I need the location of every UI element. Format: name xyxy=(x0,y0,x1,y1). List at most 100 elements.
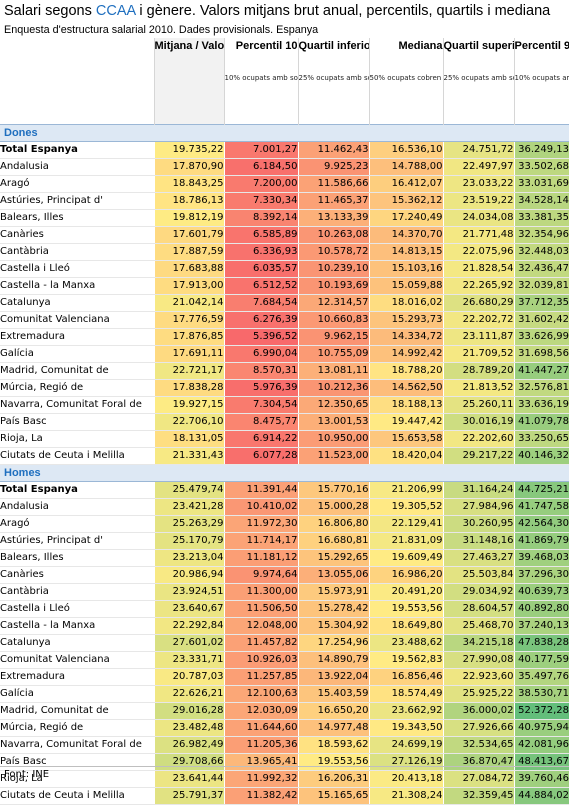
value-cell[interactable]: 15.973,91 xyxy=(297,583,369,601)
value-cell[interactable]: 18.788,20 xyxy=(368,362,443,380)
region-label[interactable]: Madrid, Comunitat de xyxy=(0,362,154,380)
value-cell[interactable]: 12.314,57 xyxy=(297,294,369,312)
value-cell[interactable]: 22.923,60 xyxy=(442,668,514,686)
value-cell[interactable]: 10.263,08 xyxy=(297,226,369,244)
value-cell[interactable]: 14.370,70 xyxy=(368,226,443,244)
value-cell[interactable]: 37.240,13 xyxy=(513,617,569,635)
region-label[interactable]: Cantàbria xyxy=(0,583,154,601)
value-cell[interactable]: 19.927,15 xyxy=(153,396,224,414)
value-cell[interactable]: 23.640,67 xyxy=(153,600,224,618)
value-cell[interactable]: 25.925,22 xyxy=(442,685,514,703)
value-cell[interactable]: 18.786,13 xyxy=(153,192,224,210)
value-cell[interactable]: 33.626,99 xyxy=(513,328,569,346)
region-label[interactable]: Canàries xyxy=(0,566,154,584)
value-cell[interactable]: 40.892,80 xyxy=(513,600,569,618)
value-cell[interactable]: 23.421,28 xyxy=(153,498,224,516)
value-cell[interactable]: 10.926,03 xyxy=(223,651,298,669)
value-cell[interactable]: 14.890,79 xyxy=(297,651,369,669)
value-cell[interactable]: 32.448,03 xyxy=(513,243,569,261)
value-cell[interactable]: 14.788,00 xyxy=(368,158,443,176)
value-cell[interactable]: 27.990,08 xyxy=(442,651,514,669)
value-cell[interactable]: 8.570,31 xyxy=(223,362,298,380)
value-cell[interactable]: 15.653,58 xyxy=(368,430,443,448)
region-label[interactable]: Aragó xyxy=(0,515,154,533)
value-cell[interactable]: 36.000,02 xyxy=(442,702,514,720)
region-label[interactable]: Cantàbria xyxy=(0,243,154,261)
value-cell[interactable]: 44.725,21 xyxy=(513,481,569,499)
value-cell[interactable]: 25.791,37 xyxy=(153,787,224,805)
value-cell[interactable]: 19.343,50 xyxy=(368,719,443,737)
region-label[interactable]: Comunitat Valenciana xyxy=(0,651,154,669)
value-cell[interactable]: 23.331,71 xyxy=(153,651,224,669)
value-cell[interactable]: 33.502,68 xyxy=(513,158,569,176)
value-cell[interactable]: 32.354,96 xyxy=(513,226,569,244)
value-cell[interactable]: 17.838,28 xyxy=(153,379,224,397)
value-cell[interactable]: 24.034,08 xyxy=(442,209,514,227)
value-cell[interactable]: 22.706,10 xyxy=(153,413,224,431)
value-cell[interactable]: 19.553,56 xyxy=(368,600,443,618)
value-cell[interactable]: 33.381,35 xyxy=(513,209,569,227)
value-cell[interactable]: 13.081,11 xyxy=(297,362,369,380)
value-cell[interactable]: 16.806,80 xyxy=(297,515,369,533)
value-cell[interactable]: 14.562,50 xyxy=(368,379,443,397)
value-cell[interactable]: 6.184,50 xyxy=(223,158,298,176)
value-cell[interactable]: 11.300,00 xyxy=(223,583,298,601)
value-cell[interactable]: 32.534,65 xyxy=(442,736,514,754)
value-cell[interactable]: 23.213,04 xyxy=(153,549,224,567)
value-cell[interactable]: 24.751,72 xyxy=(442,141,514,159)
value-cell[interactable]: 12.100,63 xyxy=(223,685,298,703)
value-cell[interactable]: 37.296,30 xyxy=(513,566,569,584)
region-label[interactable]: Catalunya xyxy=(0,294,154,312)
region-label[interactable]: Total Espanya xyxy=(0,141,154,159)
value-cell[interactable]: 17.254,96 xyxy=(297,634,369,652)
value-cell[interactable]: 9.962,15 xyxy=(297,328,369,346)
value-cell[interactable]: 21.828,54 xyxy=(442,260,514,278)
value-cell[interactable]: 35.497,76 xyxy=(513,668,569,686)
value-cell[interactable]: 29.217,22 xyxy=(442,447,514,465)
value-cell[interactable]: 29.034,92 xyxy=(442,583,514,601)
value-cell[interactable]: 33.250,65 xyxy=(513,430,569,448)
value-cell[interactable]: 11.644,60 xyxy=(223,719,298,737)
value-cell[interactable]: 47.838,28 xyxy=(513,634,569,652)
value-cell[interactable]: 16.680,81 xyxy=(297,532,369,550)
value-cell[interactable]: 16.536,10 xyxy=(368,141,443,159)
value-cell[interactable]: 36.249,13 xyxy=(513,141,569,159)
value-cell[interactable]: 27.984,96 xyxy=(442,498,514,516)
region-label[interactable]: Galícia xyxy=(0,685,154,703)
value-cell[interactable]: 6.077,28 xyxy=(223,447,298,465)
value-cell[interactable]: 15.165,65 xyxy=(297,787,369,805)
value-cell[interactable]: 23.482,48 xyxy=(153,719,224,737)
region-label[interactable]: Balears, Illes xyxy=(0,209,154,227)
value-cell[interactable]: 31.698,56 xyxy=(513,345,569,363)
value-cell[interactable]: 15.403,59 xyxy=(297,685,369,703)
value-cell[interactable]: 19.562,83 xyxy=(368,651,443,669)
value-cell[interactable]: 14.992,42 xyxy=(368,345,443,363)
header-quartil-inferior[interactable]: Quartil inferior xyxy=(297,38,369,72)
region-label[interactable]: Extremadura xyxy=(0,668,154,686)
value-cell[interactable]: 15.292,65 xyxy=(297,549,369,567)
value-cell[interactable]: 10.950,00 xyxy=(297,430,369,448)
header-quartil-superior[interactable]: Quartil superior xyxy=(442,38,514,72)
value-cell[interactable]: 21.331,43 xyxy=(153,447,224,465)
region-label[interactable]: Astúries, Principat d' xyxy=(0,532,154,550)
value-cell[interactable]: 23.111,87 xyxy=(442,328,514,346)
value-cell[interactable]: 10.660,83 xyxy=(297,311,369,329)
value-cell[interactable]: 24.699,19 xyxy=(368,736,443,754)
value-cell[interactable]: 25.263,29 xyxy=(153,515,224,533)
value-cell[interactable]: 10.755,09 xyxy=(297,345,369,363)
value-cell[interactable]: 25.260,11 xyxy=(442,396,514,414)
region-label[interactable]: Comunitat Valenciana xyxy=(0,311,154,329)
value-cell[interactable]: 25.170,79 xyxy=(153,532,224,550)
value-cell[interactable]: 18.843,25 xyxy=(153,175,224,193)
value-cell[interactable]: 41.869,79 xyxy=(513,532,569,550)
value-cell[interactable]: 10.578,72 xyxy=(297,243,369,261)
value-cell[interactable]: 6.914,22 xyxy=(223,430,298,448)
value-cell[interactable]: 34.528,14 xyxy=(513,192,569,210)
region-label[interactable]: Navarra, Comunitat Foral de xyxy=(0,736,154,754)
value-cell[interactable]: 41.747,58 xyxy=(513,498,569,516)
value-cell[interactable]: 17.913,00 xyxy=(153,277,224,295)
value-cell[interactable]: 40.975,94 xyxy=(513,719,569,737)
value-cell[interactable]: 11.972,30 xyxy=(223,515,298,533)
value-cell[interactable]: 17.887,59 xyxy=(153,243,224,261)
value-cell[interactable]: 22.626,21 xyxy=(153,685,224,703)
